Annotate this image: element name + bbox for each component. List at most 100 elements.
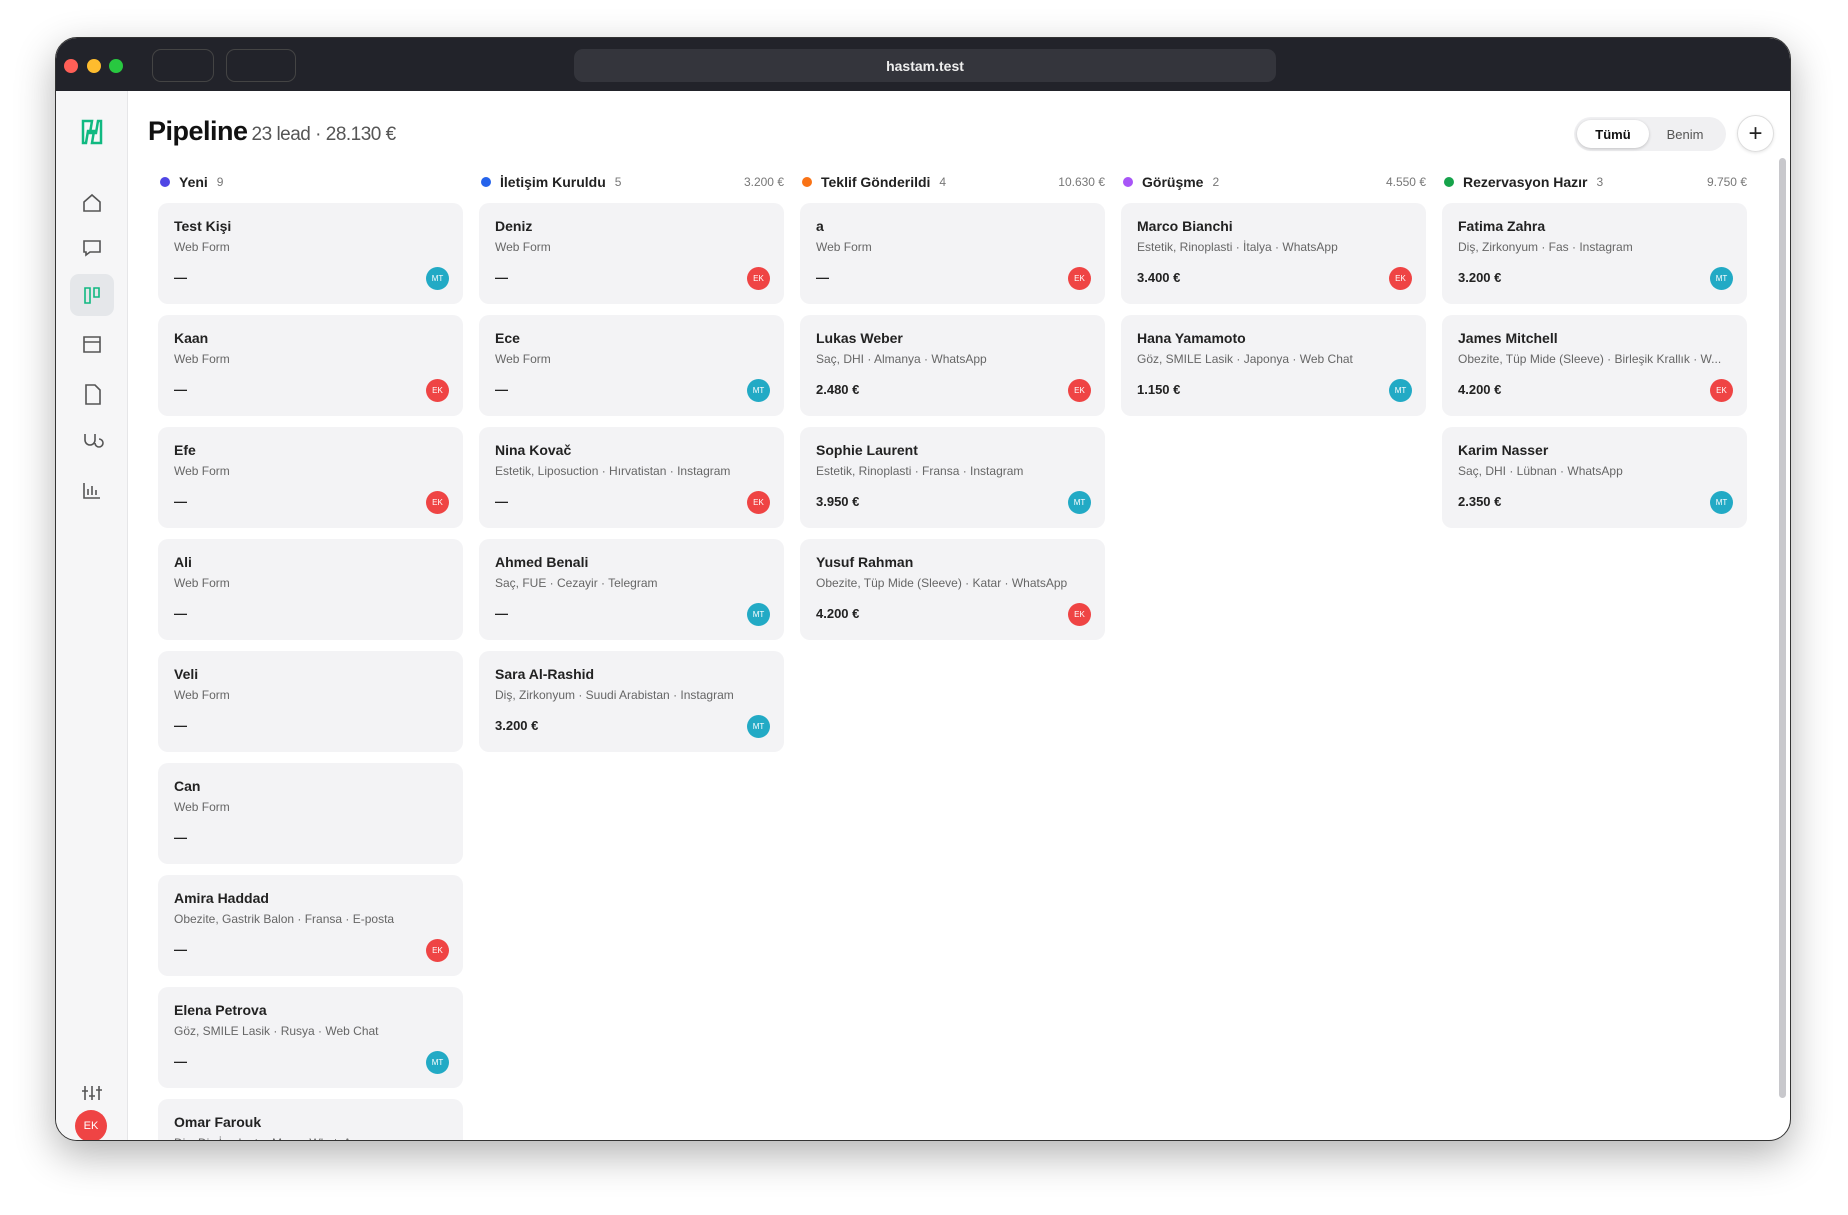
lead-detail: Diş, Zirkonyum · Suudi Arabistan · Insta… <box>495 688 734 702</box>
lead-card[interactable]: Fatima Zahra Diş, Zirkonyum · Fas · Insta… <box>1442 203 1747 304</box>
sidebar-icons <box>70 119 114 1100</box>
browser-window: hastam.test EK Pipeline 23 lead · 28.130 … <box>55 37 1791 1141</box>
lead-detail: Web Form <box>174 576 230 590</box>
close[interactable] <box>64 59 78 73</box>
sidebar-toggle[interactable] <box>152 49 214 82</box>
lead-card[interactable]: Ece Web Form — MT <box>479 315 784 416</box>
lead-card[interactable]: Nina Kovač Estetik, Liposuction · Hırvati… <box>479 427 784 528</box>
column-name: Yeni <box>179 174 208 190</box>
lead-detail: Web Form <box>495 352 551 366</box>
lead-amount: — <box>174 494 187 509</box>
url-bar[interactable]: hastam.test <box>574 49 1276 82</box>
lead-detail: Obezite, Tüp Mide (Sleeve) · Birleşik Kr… <box>1458 352 1722 366</box>
lead-card[interactable]: Karim Nasser Saç, DHI · Lübnan · WhatsApp… <box>1442 427 1747 528</box>
zoom[interactable] <box>109 59 123 73</box>
lead-card[interactable]: Yusuf Rahman Obezite, Tüp Mide (Sleeve) ·… <box>800 539 1105 640</box>
lead-detail: Web Form <box>174 688 230 702</box>
lead-amount: 4.200 € <box>1458 382 1502 397</box>
lead-card[interactable]: Marco Bianchi Estetik, Rinoplasti · İtaly… <box>1121 203 1426 304</box>
lead-card[interactable]: Ali Web Form — <box>158 539 463 640</box>
lead-card[interactable]: Veli Web Form — <box>158 651 463 752</box>
lead-detail: Diş, Zirkonyum · Fas · Instagram <box>1458 240 1633 254</box>
assignee-avatar: EK <box>1710 379 1733 402</box>
nav-reports[interactable] <box>83 483 100 499</box>
title-bar: hastam.test <box>56 38 1790 91</box>
nav-calendar[interactable] <box>83 336 101 353</box>
lead-name: Sara Al-Rashid <box>495 666 595 682</box>
user-avatar[interactable]: EK <box>75 1110 107 1140</box>
lead-name: a <box>816 218 824 234</box>
lead-detail: Estetik, Rinoplasti · İtalya · WhatsApp <box>1137 240 1338 254</box>
nav-pipeline[interactable] <box>84 287 100 304</box>
assignee-avatar: EK <box>1389 267 1412 290</box>
column-count: 3 <box>1596 175 1604 189</box>
column-header: İletişim Kuruldu 5 3.200 € <box>479 171 784 193</box>
logo[interactable] <box>81 119 103 145</box>
nav-home[interactable] <box>83 193 101 212</box>
lead-name: Karim Nasser <box>1458 442 1549 458</box>
lead-amount: 2.350 € <box>1458 494 1502 509</box>
lead-amount: — <box>174 1054 187 1069</box>
lead-name: Veli <box>174 666 199 682</box>
lead-card[interactable]: Deniz Web Form — EK <box>479 203 784 304</box>
column-name: Görüşme <box>1142 174 1204 190</box>
nav-documents[interactable] <box>85 384 101 405</box>
lead-card[interactable]: a Web Form — EK <box>800 203 1105 304</box>
lead-card[interactable]: Kaan Web Form — EK <box>158 315 463 416</box>
lead-card[interactable]: Test Kişi Web Form — MT <box>158 203 463 304</box>
lead-detail: Web Form <box>174 240 230 254</box>
column-count: 9 <box>216 175 224 189</box>
lead-name: Deniz <box>495 218 533 234</box>
filter-tab[interactable]: Tümü <box>1577 120 1649 148</box>
filter-tab[interactable]: Benim <box>1666 126 1704 142</box>
lead-amount: — <box>174 382 187 397</box>
lead-detail: Saç, DHI · Almanya · WhatsApp <box>816 352 987 366</box>
nav-buttons[interactable] <box>226 49 296 82</box>
nav-health[interactable] <box>84 434 104 448</box>
assignee-avatar: MT <box>426 1051 449 1074</box>
lead-card[interactable]: Elena Petrova Göz, SMILE Lasik · Rusya · … <box>158 987 463 1088</box>
assignee-avatar: MT <box>747 715 770 738</box>
lead-amount: — <box>816 270 829 285</box>
nav-messages[interactable] <box>83 240 101 257</box>
lead-name: Hana Yamamoto <box>1137 330 1246 346</box>
column-count: 5 <box>614 175 622 189</box>
column: İletişim Kuruldu 5 3.200 € Deniz Web Form — EK… <box>479 171 784 752</box>
lead-detail: Obezite, Gastrik Balon · Fransa · E-post… <box>174 912 395 926</box>
lead-name: Marco Bianchi <box>1137 218 1233 234</box>
lead-card[interactable]: Omar Farouk Diş, Diş İmplantı · Mısır · W… <box>158 1099 463 1140</box>
lead-name: Omar Farouk <box>174 1114 262 1130</box>
lead-card[interactable]: Sara Al-Rashid Diş, Zirkonyum · Suudi Ara… <box>479 651 784 752</box>
column-total: 4.550 € <box>1385 175 1426 189</box>
page-title: Pipeline 23 lead · 28.130 € <box>148 116 396 147</box>
assignee-avatar: EK <box>426 939 449 962</box>
assignee-avatar: MT <box>1068 491 1091 514</box>
scrollbar <box>1779 158 1786 1098</box>
assignee-avatar: MT <box>747 603 770 626</box>
lead-card[interactable]: Amira Haddad Obezite, Gastrik Balon · Fra… <box>158 875 463 976</box>
minimize[interactable] <box>87 59 101 73</box>
lead-detail: Web Form <box>174 800 230 814</box>
lead-amount: — <box>174 942 187 957</box>
lead-card[interactable]: Ahmed Benali Saç, FUE · Cezayir · Telegra… <box>479 539 784 640</box>
lead-card[interactable]: Lukas Weber Saç, DHI · Almanya · WhatsApp… <box>800 315 1105 416</box>
assignee-avatar: EK <box>1068 267 1091 290</box>
lead-card[interactable]: James Mitchell Obezite, Tüp Mide (Sleeve)… <box>1442 315 1747 416</box>
lead-name: Can <box>174 778 201 794</box>
lead-card[interactable]: Efe Web Form — EK <box>158 427 463 528</box>
assignee-avatar: MT <box>1710 491 1733 514</box>
add-button[interactable]: + <box>1737 115 1774 152</box>
status-dot <box>802 177 812 187</box>
assignee-avatar: MT <box>1710 267 1733 290</box>
title: Pipeline <box>148 116 248 146</box>
lead-card[interactable]: Sophie Laurent Estetik, Rinoplasti · Fran… <box>800 427 1105 528</box>
lead-card[interactable]: Can Web Form — <box>158 763 463 864</box>
assignee-avatar: MT <box>747 379 770 402</box>
lead-amount: — <box>174 830 187 845</box>
lead-card[interactable]: Hana Yamamoto Göz, SMILE Lasik · Japonya … <box>1121 315 1426 416</box>
assignee-avatar: EK <box>1068 379 1091 402</box>
lead-detail: Web Form <box>174 464 230 478</box>
nav-settings[interactable] <box>82 1086 102 1100</box>
column-total: 3.200 € <box>743 175 784 189</box>
column: Görüşme 2 4.550 € Marco Bianchi Estetik, Rin… <box>1121 171 1426 416</box>
